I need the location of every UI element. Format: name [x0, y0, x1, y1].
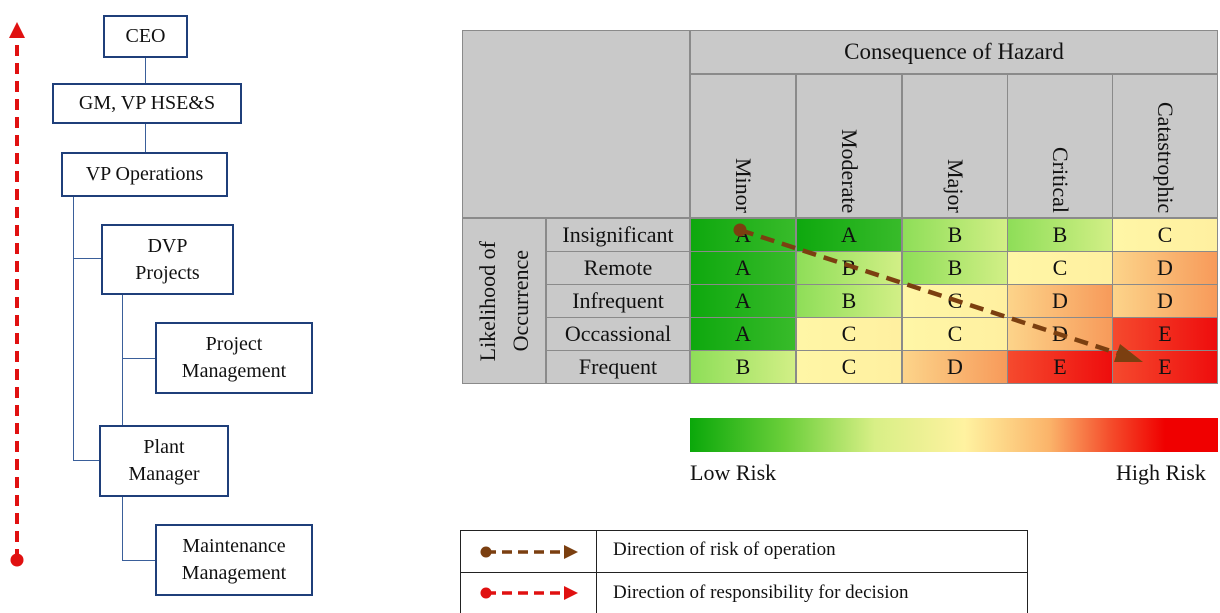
connector	[145, 57, 146, 85]
consequence-header-1: Moderate	[796, 74, 902, 218]
consequence-header-0: Minor	[690, 74, 796, 218]
rating-cell: B	[796, 284, 902, 318]
consequence-label: Minor	[731, 158, 756, 213]
org-box-ceo: CEO	[103, 15, 188, 58]
rating-cell: C	[1007, 251, 1113, 285]
high-risk-label: High Risk	[1116, 460, 1206, 485]
operation-risk-arrow	[733, 223, 1143, 362]
org-box-project-management: Project Management	[155, 322, 313, 394]
brown-dashed-arrow-icon	[480, 544, 578, 559]
connector	[73, 258, 102, 259]
rating-cell: A	[796, 218, 902, 252]
likelihood-header-1: Remote	[546, 251, 690, 285]
rating-cell: D	[1112, 251, 1218, 285]
connector	[122, 496, 123, 560]
connector	[122, 560, 156, 561]
consequence-header-2: Major	[902, 74, 1008, 218]
likelihood-header-2: Infrequent	[546, 284, 690, 318]
legend-text-operation: Direction of risk of operation	[596, 530, 1028, 573]
legend-operation-label: Direction of risk of operation	[613, 539, 836, 560]
likelihood-header: Likelihood of Occurrence	[462, 218, 546, 384]
low-risk-label: Low Risk	[690, 460, 777, 485]
connector	[73, 196, 74, 461]
org-box-dvp-projects: DVP Projects	[101, 224, 234, 295]
rating-cell: C	[796, 317, 902, 351]
red-dashed-arrow-icon	[480, 586, 578, 600]
legend-responsibility-label: Direction of responsibility for decision	[613, 582, 909, 603]
consequence-label: Critical	[1048, 147, 1073, 213]
connector	[122, 294, 123, 426]
likelihood-label: Likelihood of Occurrence	[475, 240, 533, 362]
consequence-label: Major	[943, 159, 968, 213]
legend-swatch-operation	[460, 530, 597, 573]
rating-cell: D	[1112, 284, 1218, 318]
rating-cell: D	[902, 350, 1008, 384]
risk-gradient-bar	[690, 418, 1218, 452]
org-box-plant-manager: Plant Manager	[99, 425, 229, 497]
consequence-header: Consequence of Hazard	[690, 30, 1218, 74]
rating-cell: E	[1007, 350, 1113, 384]
rating-cell: A	[690, 317, 796, 351]
consequence-label: Moderate	[837, 128, 862, 213]
rating-cell: B	[690, 350, 796, 384]
rating-cell: C	[1112, 218, 1218, 252]
connector	[122, 358, 156, 359]
responsibility-arrow	[9, 22, 25, 567]
rating-cell: C	[796, 350, 902, 384]
consequence-header-3: Critical	[1007, 74, 1113, 218]
likelihood-header-0: Insignificant	[546, 218, 690, 252]
legend-swatch-responsibility	[460, 572, 597, 613]
connector	[73, 460, 100, 461]
org-box-gm: GM, VP HSE&S	[52, 83, 242, 124]
org-box-maintenance-management: Maintenance Management	[155, 524, 313, 596]
matrix-corner	[462, 30, 690, 218]
consequence-header-4: Catastrophic	[1112, 74, 1218, 218]
likelihood-header-3: Occassional	[546, 317, 690, 351]
connector	[145, 123, 146, 153]
likelihood-header-4: Frequent	[546, 350, 690, 384]
rating-cell: C	[902, 317, 1008, 351]
org-box-vp-operations: VP Operations	[61, 152, 228, 197]
consequence-label: Catastrophic	[1153, 101, 1178, 213]
legend-text-responsibility: Direction of responsibility for decision	[596, 572, 1028, 613]
rating-cell: D	[1007, 284, 1113, 318]
